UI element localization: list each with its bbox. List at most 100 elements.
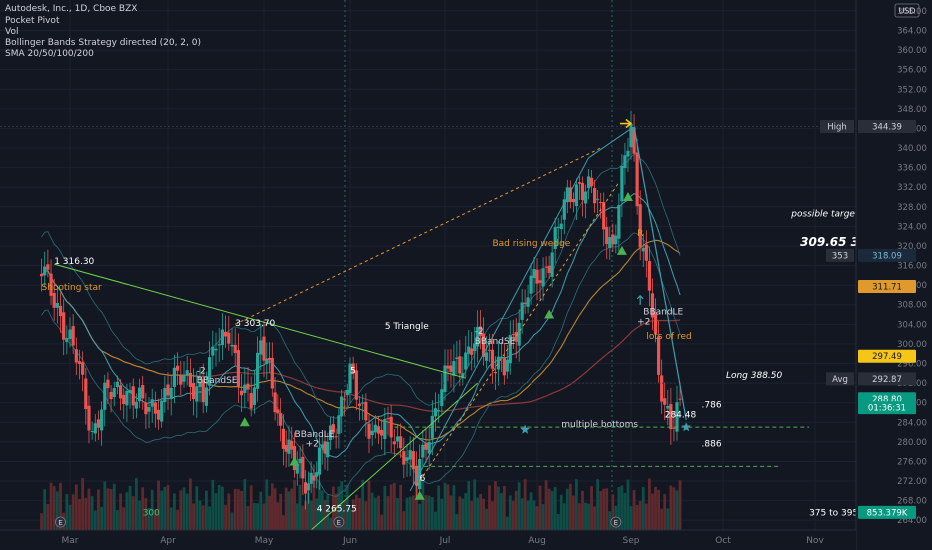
volume-bar	[449, 495, 453, 530]
volume-bar	[189, 478, 192, 530]
channel-line	[409, 157, 589, 492]
candle-body	[259, 340, 263, 355]
volume-bar	[237, 489, 240, 530]
chart-annotation: 300	[143, 508, 160, 518]
volume-bar	[479, 493, 483, 530]
price-label-value: 292.87	[872, 375, 902, 385]
volume-bar	[657, 489, 660, 530]
volume-bar	[578, 503, 581, 530]
y-tick-label: 320.00	[897, 242, 927, 252]
volume-bar	[499, 493, 503, 530]
candle-body	[583, 191, 588, 204]
volume-bar	[373, 497, 377, 530]
chart-annotation: BBandSE	[197, 376, 238, 386]
volume-bar	[367, 480, 371, 530]
candle-body	[517, 322, 521, 346]
volume-bar	[590, 486, 593, 530]
candle-body	[523, 302, 527, 304]
candle-body	[39, 273, 44, 277]
earnings-marker	[333, 516, 345, 528]
volume-bar	[246, 506, 250, 530]
candle-body	[77, 361, 82, 364]
candle-body	[505, 359, 509, 372]
volume-bar	[166, 485, 170, 530]
candle-body	[46, 264, 50, 270]
volume-bar	[494, 481, 497, 530]
candle-body	[644, 244, 648, 261]
volume-bar	[90, 496, 94, 530]
volume-bar	[571, 495, 575, 530]
candle-body	[100, 409, 104, 431]
volume-bar	[544, 480, 548, 530]
chart-annotation: 1 316.30	[54, 257, 94, 267]
candle-body	[568, 187, 572, 202]
volume-bar	[282, 515, 285, 530]
volume-bar	[262, 503, 266, 530]
candle-body	[408, 450, 412, 460]
volume-bar	[418, 503, 422, 530]
y-tick-label: 360.00	[897, 46, 927, 56]
candle-body	[224, 331, 228, 337]
volume-bar	[131, 496, 135, 530]
candle-body	[163, 388, 167, 402]
y-tick-label: 364.00	[897, 26, 927, 36]
volume-bar	[284, 487, 288, 530]
volume-bar	[364, 501, 368, 530]
candle-body	[660, 375, 664, 402]
grid	[0, 0, 856, 530]
price-label-box	[858, 120, 916, 134]
volume-bar	[315, 498, 319, 530]
price-label-name: High	[827, 123, 847, 133]
volume-bar	[128, 485, 132, 530]
volume-bar	[497, 486, 500, 530]
candle-body	[399, 436, 403, 449]
candle-body	[337, 415, 341, 434]
candle-body	[449, 365, 453, 372]
candle-body	[499, 356, 503, 359]
volume-bar	[523, 479, 527, 530]
indicator-label: Bollinger Bands Strategy directed (20, 2…	[5, 38, 201, 48]
volume-bar	[584, 502, 587, 530]
volume-bar	[476, 497, 480, 530]
volume-bar	[440, 498, 444, 530]
y-tick-label: 328.00	[897, 203, 927, 213]
volume-bar	[626, 479, 630, 530]
candle-body	[112, 388, 116, 398]
candle-body	[301, 456, 305, 479]
candle-body	[141, 385, 145, 399]
volume-bar	[253, 502, 256, 530]
earnings-marker-label: E	[614, 519, 618, 527]
candle-body	[427, 441, 431, 454]
volume-bar	[455, 514, 459, 530]
candle-body	[443, 365, 447, 392]
candle-body	[128, 390, 132, 393]
earnings-marker	[55, 516, 66, 528]
volume-bar	[122, 507, 126, 530]
x-tick-label: May	[255, 536, 274, 546]
volume-bar	[443, 482, 447, 530]
candle-body	[470, 348, 474, 355]
volume-bar	[141, 487, 145, 530]
volume-bar	[593, 506, 597, 530]
candle-body	[666, 405, 670, 409]
price-label-value: 288.80	[872, 395, 902, 405]
volume-bar	[348, 508, 352, 530]
volume-bar	[550, 490, 554, 530]
candle-body	[514, 331, 518, 342]
candle-body	[556, 226, 560, 228]
volume-bar	[270, 483, 274, 530]
price-label-box	[858, 280, 916, 294]
candle-body	[233, 344, 237, 354]
y-tick-label: 276.00	[897, 457, 927, 467]
candle-body	[134, 401, 138, 409]
volume-bar	[632, 489, 636, 530]
volume-bar	[654, 486, 657, 530]
volume-bar	[150, 489, 154, 530]
candle-body	[351, 363, 355, 374]
volume-bar	[675, 490, 679, 530]
y-tick-label: 340.00	[897, 144, 927, 154]
candle-body	[211, 346, 215, 356]
y-tick-label: 304.00	[897, 320, 927, 330]
sma-20-line	[41, 193, 681, 458]
